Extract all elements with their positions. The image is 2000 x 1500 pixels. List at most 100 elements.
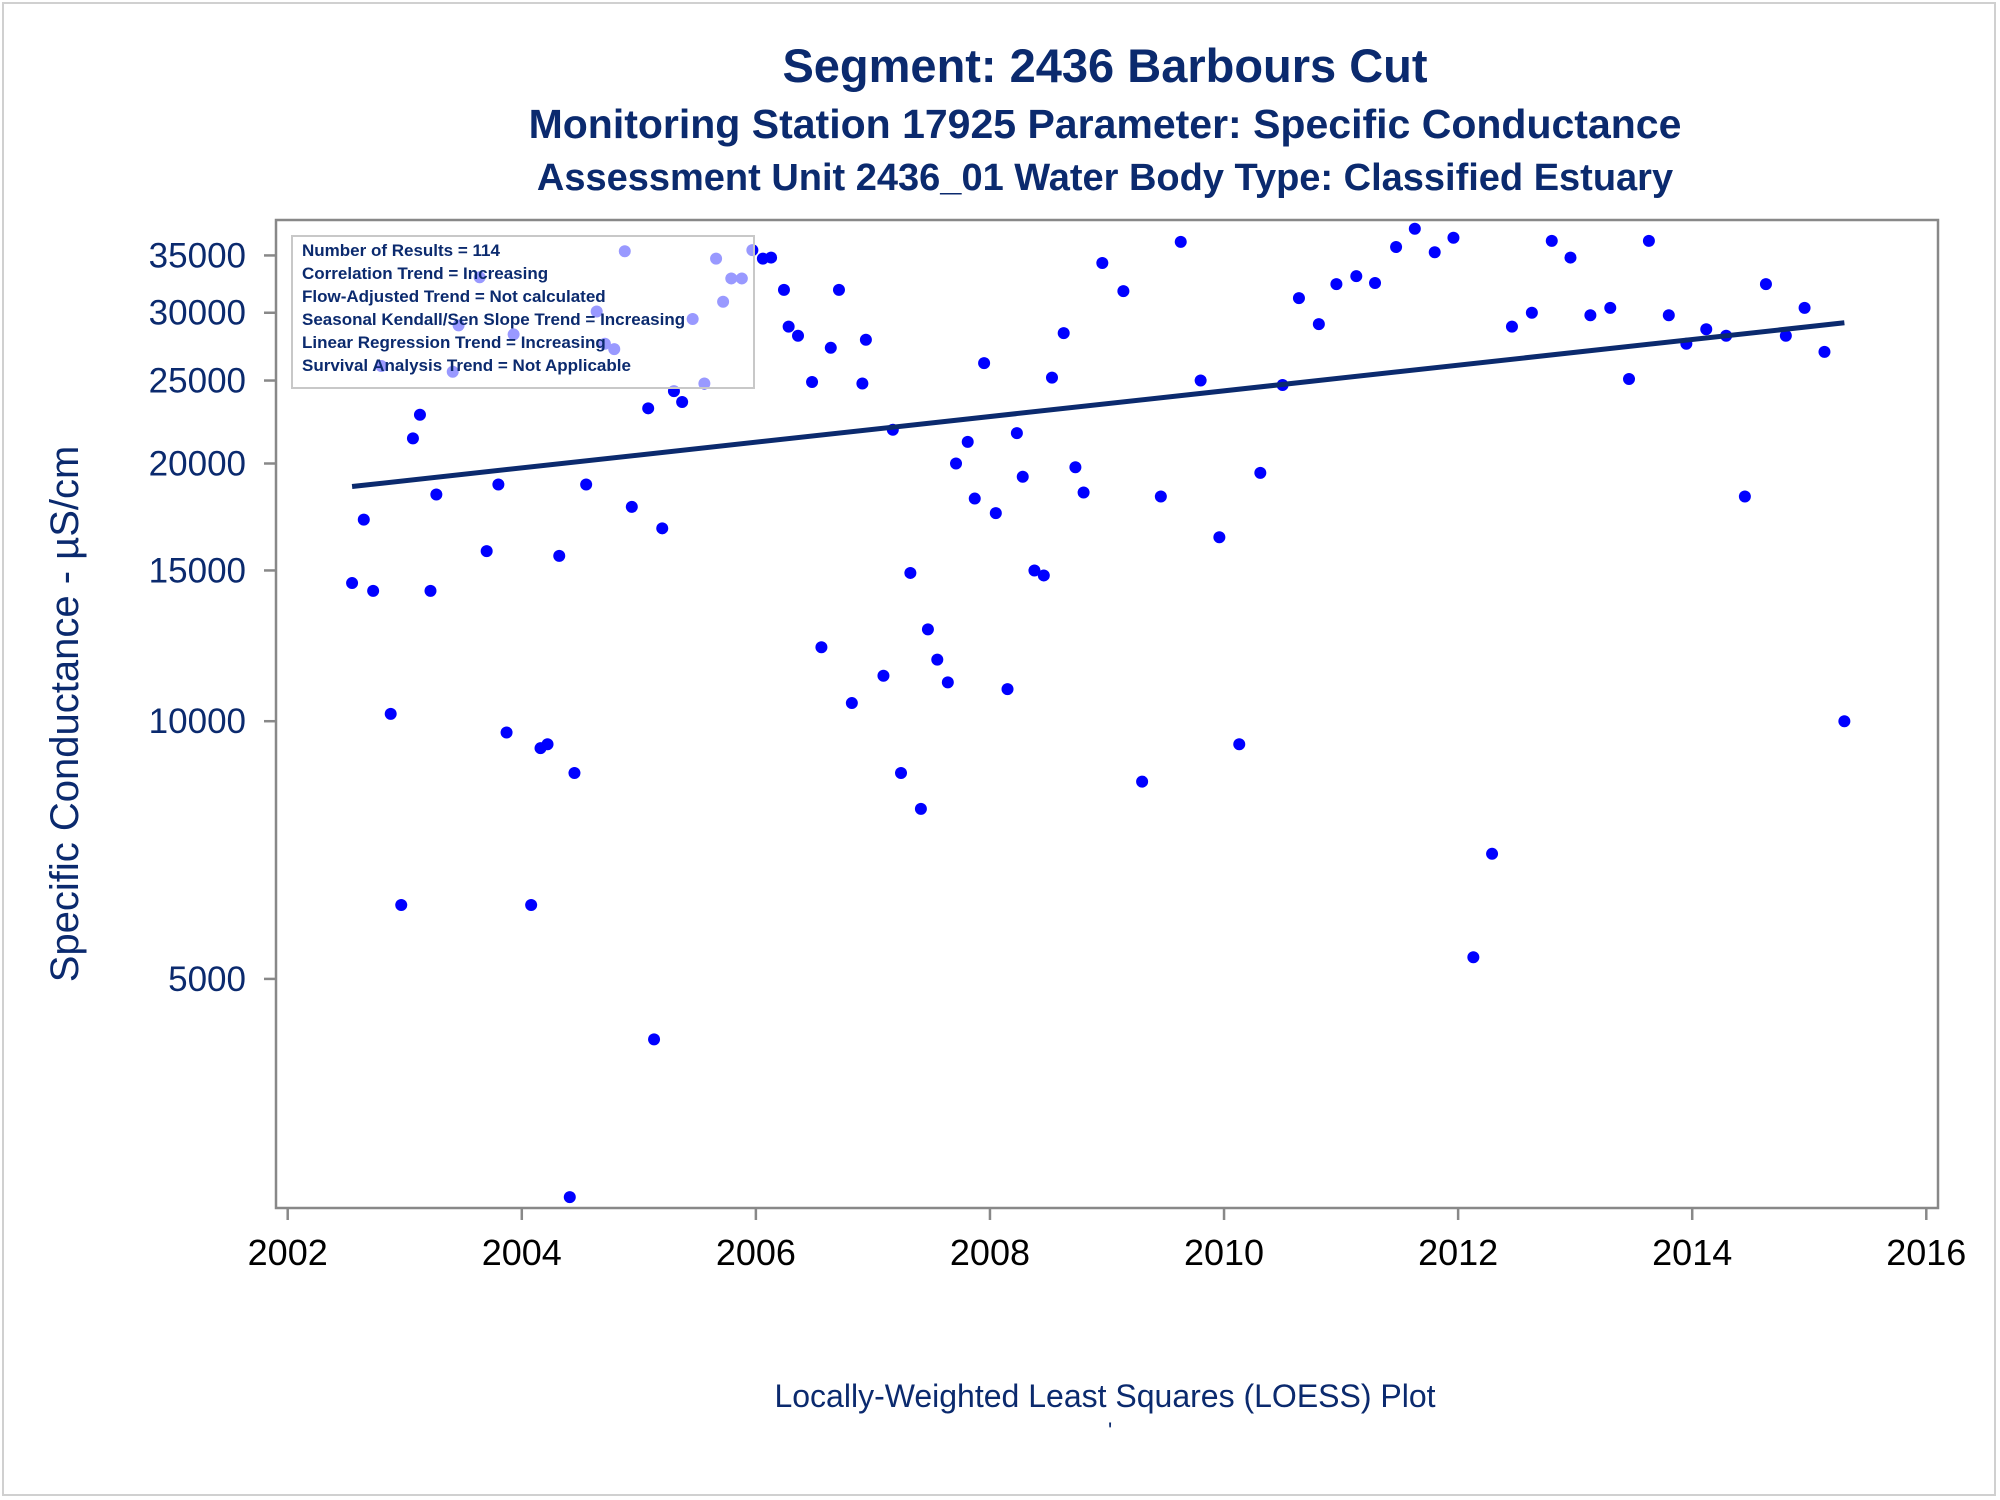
stats-line: Survival Analysis Trend = Not Applicable — [302, 356, 631, 375]
data-point — [806, 376, 819, 389]
y-tick-label: 25000 — [149, 362, 246, 401]
y-tick-label: 20000 — [149, 444, 246, 483]
data-point — [1738, 490, 1751, 503]
data-point — [1428, 246, 1441, 259]
data-point — [824, 341, 837, 354]
data-point — [1154, 490, 1167, 503]
data-point — [1037, 569, 1050, 582]
stats-line: Flow-Adjusted Trend = Not calculated — [302, 287, 606, 306]
data-point — [480, 545, 493, 558]
data-point — [1545, 234, 1558, 247]
data-point — [413, 408, 426, 421]
footnote-mark: ' — [1108, 1418, 1113, 1443]
data-point — [1759, 278, 1772, 291]
data-point — [563, 1191, 576, 1204]
data-point — [1467, 951, 1480, 964]
data-point — [1174, 235, 1187, 248]
data-point — [904, 566, 917, 579]
data-point — [895, 766, 908, 779]
data-point — [1213, 531, 1226, 544]
stats-line: Number of Results = 114 — [302, 241, 500, 260]
data-point — [815, 641, 828, 654]
data-point — [1136, 775, 1149, 788]
data-point — [921, 623, 934, 636]
data-point — [1642, 234, 1655, 247]
data-point — [1254, 466, 1267, 479]
data-point — [553, 549, 566, 562]
chart-subtitle-2: Assessment Unit 2436_01 Water Body Type:… — [536, 157, 1674, 199]
data-point — [877, 669, 890, 682]
data-point — [1390, 241, 1403, 254]
data-point — [1350, 270, 1363, 283]
data-point — [782, 320, 795, 333]
x-tick-label: 2012 — [1418, 1232, 1498, 1273]
data-point — [1838, 715, 1851, 728]
data-point — [525, 898, 538, 911]
data-point — [765, 251, 778, 264]
data-point — [914, 802, 927, 815]
data-point — [642, 402, 655, 415]
y-tick-label: 10000 — [149, 702, 246, 741]
data-point — [492, 478, 505, 491]
chart-footnote: Locally-Weighted Least Squares (LOESS) P… — [774, 1378, 1436, 1414]
data-point — [676, 395, 689, 408]
data-point — [968, 492, 981, 505]
y-tick-label: 30000 — [149, 294, 246, 333]
data-point — [1408, 222, 1421, 235]
data-point — [989, 507, 1002, 520]
data-point — [1525, 306, 1538, 319]
data-point — [1564, 251, 1577, 264]
data-point — [625, 500, 638, 513]
data-point — [1330, 278, 1343, 291]
data-point — [580, 478, 593, 491]
y-tick-label: 15000 — [149, 551, 246, 590]
data-point — [1057, 327, 1070, 340]
data-point — [950, 457, 963, 470]
data-point — [1096, 256, 1109, 269]
x-tick-label: 2002 — [248, 1232, 328, 1273]
stats-line: Correlation Trend = Increasing — [302, 264, 548, 283]
data-point — [648, 1033, 661, 1046]
trend-line — [351, 320, 1845, 489]
data-point — [978, 357, 991, 370]
y-tick-label: 35000 — [149, 236, 246, 275]
data-point — [367, 584, 380, 597]
x-tick-label: 2004 — [482, 1232, 562, 1273]
x-tick-label: 2014 — [1652, 1232, 1732, 1273]
data-point — [384, 707, 397, 720]
data-point — [1028, 564, 1041, 577]
data-point — [1010, 427, 1023, 440]
data-point — [656, 522, 669, 535]
data-point — [1016, 470, 1029, 483]
x-tick-label: 2008 — [950, 1232, 1030, 1273]
data-point — [395, 898, 408, 911]
data-point — [568, 766, 581, 779]
data-point — [1001, 683, 1014, 696]
data-point — [1194, 374, 1207, 387]
stats-line: Seasonal Kendall/Sen Slope Trend = Incre… — [302, 310, 685, 329]
data-point — [1233, 738, 1246, 751]
data-point — [1369, 276, 1382, 289]
data-point — [1077, 486, 1090, 499]
data-point — [346, 577, 359, 590]
data-point — [1662, 309, 1675, 322]
data-point — [1069, 461, 1082, 474]
data-point — [1292, 292, 1305, 305]
data-point — [430, 488, 443, 501]
data-point — [931, 653, 944, 666]
data-point — [357, 513, 370, 526]
data-point — [1117, 285, 1130, 298]
data-point — [1486, 847, 1499, 860]
data-point — [961, 435, 974, 448]
stats-line: Linear Regression Trend = Increasing — [302, 333, 606, 352]
data-point — [500, 726, 513, 739]
data-point — [792, 329, 805, 342]
x-tick-label: 2016 — [1886, 1232, 1966, 1273]
data-point — [856, 377, 869, 390]
chart-subtitle: Monitoring Station 17925 Parameter: Spec… — [528, 101, 1682, 147]
data-point — [777, 283, 790, 296]
y-tick-label: 5000 — [168, 960, 246, 999]
x-tick-label: 2010 — [1184, 1232, 1264, 1273]
data-point — [1584, 309, 1597, 322]
data-point — [424, 584, 437, 597]
